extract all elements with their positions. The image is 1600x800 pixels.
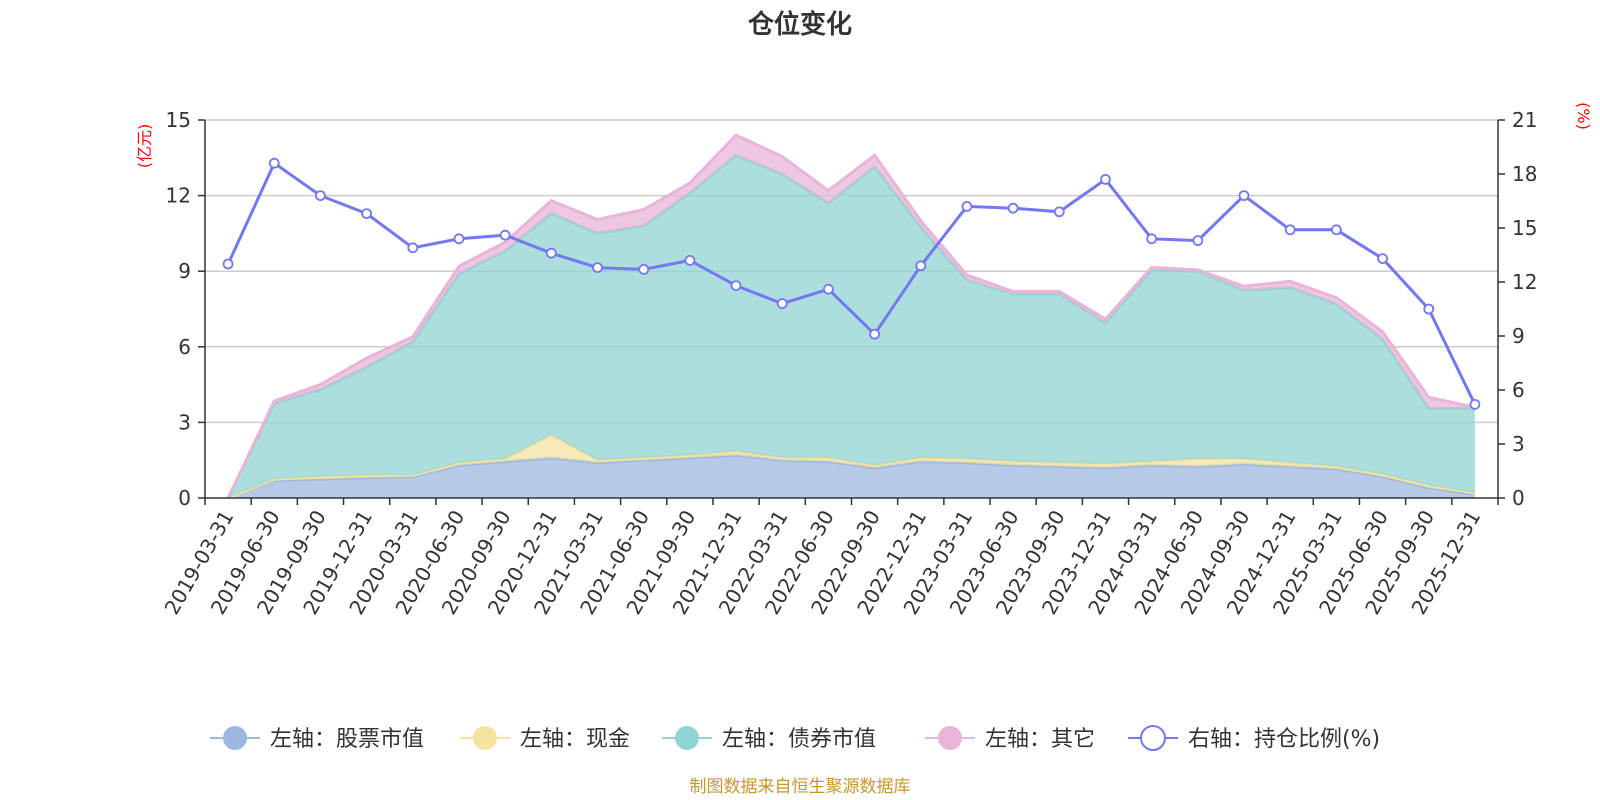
left-tick-label: 6	[178, 335, 191, 359]
right-tick-label: 9	[1512, 324, 1525, 348]
ratio-point	[823, 283, 834, 295]
data-source-note: 制图数据来自恒生聚源数据库	[690, 777, 911, 797]
legend-label: 左轴：现金	[520, 727, 630, 752]
ratio-point	[961, 200, 973, 212]
area-左轴：债券市值	[228, 155, 1475, 499]
ratio-point	[684, 254, 696, 266]
area-edge-左轴：其它	[226, 133, 1476, 499]
legend-marker	[473, 726, 497, 750]
ratio-point	[1007, 202, 1019, 214]
ratio-point	[407, 242, 419, 254]
left-tick-label: 0	[178, 486, 191, 510]
legend-marker	[675, 726, 699, 750]
ratio-point	[453, 233, 465, 245]
ratio-line-series	[222, 157, 1481, 410]
ratio-point	[776, 298, 788, 310]
ratio-point	[1146, 233, 1158, 245]
right-tick-label: 18	[1512, 162, 1537, 186]
ratio-point	[730, 280, 742, 292]
right-tick-label: 12	[1512, 270, 1537, 294]
legend-label: 左轴：其它	[985, 727, 1095, 752]
ratio-point	[545, 247, 557, 259]
ratio-point	[592, 262, 603, 274]
ratio-point	[222, 258, 234, 270]
ratio-point	[1053, 206, 1065, 218]
ratio-point	[268, 157, 280, 169]
stacked-areas	[226, 133, 1476, 500]
right-tick-label: 6	[1512, 378, 1525, 402]
ratio-point	[315, 190, 326, 202]
ratio-point	[1469, 398, 1481, 410]
ratio-point	[361, 208, 373, 220]
ratio-point	[1284, 224, 1296, 236]
ratio-point	[1192, 235, 1204, 247]
left-tick-label: 12	[166, 184, 191, 208]
legend-label: 右轴：持仓比例(%)	[1188, 727, 1380, 752]
right-tick-label: 15	[1512, 216, 1537, 240]
legend-marker	[223, 726, 247, 750]
left-tick-label: 3	[178, 410, 191, 434]
ratio-point	[869, 328, 880, 340]
legend: 左轴：股票市值 左轴：现金 左轴：债券市值 左轴：其它 右轴：持仓比例(%)	[210, 725, 1380, 752]
right-axis-unit: (%)	[1574, 102, 1593, 130]
ratio-point	[499, 229, 511, 241]
ratio-point	[1423, 303, 1435, 315]
legend-marker	[1140, 725, 1166, 751]
legend-marker	[938, 726, 962, 750]
ratio-point	[1330, 224, 1342, 236]
legend-label: 左轴：债券市值	[722, 727, 876, 752]
left-tick-label: 9	[178, 259, 191, 283]
ratio-point	[915, 260, 927, 272]
ratio-point	[1377, 253, 1388, 265]
ratio-point	[1238, 190, 1250, 202]
ratio-point	[638, 263, 650, 275]
left-tick-label: 15	[166, 108, 191, 132]
chart-title: 仓位变化	[747, 9, 852, 40]
ratio-point	[1100, 173, 1111, 185]
ratio-line	[226, 160, 1477, 406]
legend-label: 左轴：股票市值	[270, 727, 424, 752]
area-左轴：现金	[228, 435, 1475, 498]
right-tick-label: 21	[1512, 108, 1537, 132]
left-axis-unit: (亿元)	[135, 124, 154, 169]
right-tick-label: 0	[1512, 486, 1525, 510]
right-tick-label: 3	[1512, 432, 1525, 456]
